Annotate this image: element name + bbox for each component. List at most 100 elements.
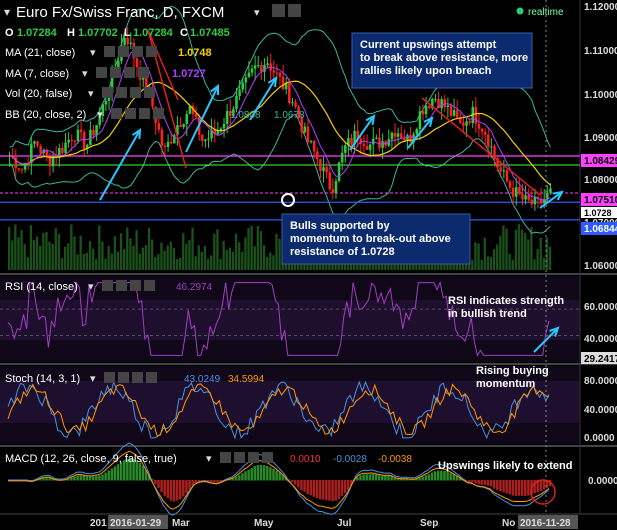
macd-hist-bar xyxy=(312,480,316,497)
candle-body xyxy=(427,106,431,108)
macd-more-icon[interactable] xyxy=(262,452,273,463)
ma7-eye-icon[interactable] xyxy=(110,67,121,78)
ma21-label[interactable]: MA (21, close) xyxy=(5,47,75,59)
candle-body xyxy=(490,146,493,148)
candle-body xyxy=(210,129,213,139)
macd-hist-bar xyxy=(266,465,269,481)
candle-body xyxy=(232,108,235,116)
rsi-more-icon[interactable] xyxy=(144,280,155,291)
candle-body xyxy=(465,121,468,126)
macd-hist-bar xyxy=(119,462,123,481)
macd-hist-bar xyxy=(520,480,524,496)
stoch-settings-icon[interactable] xyxy=(104,372,115,383)
crosshair-marker[interactable] xyxy=(281,193,295,207)
rsi-label[interactable]: RSI (14, close) xyxy=(5,281,78,293)
volume-bar xyxy=(247,228,250,270)
ma7-settings-icon[interactable] xyxy=(96,67,107,78)
volume-bar xyxy=(150,239,154,270)
annotation-resistance[interactable]: Current upswings attempt to break above r… xyxy=(351,32,533,89)
ma21-close-icon[interactable] xyxy=(132,46,143,57)
ma7-more-icon[interactable] xyxy=(138,67,149,78)
rsi-dropdown-icon[interactable]: ▾ xyxy=(88,281,94,293)
collapse-chevron-icon[interactable]: ▾ xyxy=(4,5,10,19)
volume-bar xyxy=(54,228,57,270)
candle-body xyxy=(30,143,33,164)
rsi-eye-icon[interactable] xyxy=(116,280,127,291)
candle-body xyxy=(443,99,447,108)
chart-title[interactable]: Euro Fx/Swiss Franc, D, FXCM xyxy=(16,4,224,21)
volume-bar xyxy=(524,232,527,270)
candle-body xyxy=(23,163,27,170)
hide-icon[interactable] xyxy=(288,4,301,17)
arrow-icon-head xyxy=(365,114,376,126)
macd-hist-bar xyxy=(402,478,406,481)
bb-settings-icon[interactable] xyxy=(111,108,122,119)
annotation-support[interactable]: Bulls supported by momentum to break-out … xyxy=(281,213,471,265)
macd-eye-icon[interactable] xyxy=(234,452,245,463)
ma21-dropdown-icon[interactable]: ▾ xyxy=(90,47,96,59)
volume-bar xyxy=(11,240,14,270)
stoch-dropdown-icon[interactable]: ▾ xyxy=(90,373,96,385)
candle-body xyxy=(126,37,129,45)
candle-body xyxy=(322,167,325,172)
macd-hist-bar xyxy=(477,480,480,485)
macd-hist-bar xyxy=(505,480,508,494)
vol-eye-icon[interactable] xyxy=(116,87,127,98)
ma7-value: 1.0727 xyxy=(172,68,206,80)
settings-icon[interactable] xyxy=(272,4,285,17)
volume-bar xyxy=(110,253,113,270)
vol-close-icon[interactable] xyxy=(130,87,141,98)
ma21-eye-icon[interactable] xyxy=(118,46,129,57)
price-marker-current: 1.07510 xyxy=(584,195,617,206)
ma7-label[interactable]: MA (7, close) xyxy=(5,68,69,80)
macd-signal-line xyxy=(8,450,550,510)
macd-hist-bar xyxy=(492,480,496,489)
candle-body xyxy=(325,167,328,173)
macd-hist-bar xyxy=(104,472,107,481)
ma21-more-icon[interactable] xyxy=(146,46,157,57)
ma7-close-icon[interactable] xyxy=(124,67,135,78)
stoch-more-icon[interactable] xyxy=(146,372,157,383)
macd-hist-bar xyxy=(185,480,188,493)
bb-more-icon[interactable] xyxy=(153,108,164,119)
price-marker-bg-current xyxy=(581,193,617,206)
stoch-close-icon[interactable] xyxy=(132,372,143,383)
rsi-legend: RSI (14, close) ▾ 46.2974 xyxy=(5,280,213,293)
stoch-eye-icon[interactable] xyxy=(118,372,129,383)
macd-label[interactable]: MACD (12, 26, close, 9, false, true) xyxy=(5,453,177,465)
vol-label[interactable]: Vol (20, false) xyxy=(5,88,72,100)
ma7-dropdown-icon[interactable]: ▾ xyxy=(82,68,88,80)
bb-eye-icon[interactable] xyxy=(125,108,136,119)
ma21-settings-icon[interactable] xyxy=(104,46,115,57)
title-dropdown-icon[interactable]: ▾ xyxy=(254,7,260,19)
candle-body xyxy=(129,42,133,45)
macd-dropdown-icon[interactable]: ▾ xyxy=(206,453,212,465)
volume-bar xyxy=(508,253,511,270)
macd-hist-bar xyxy=(527,480,530,496)
rsi-settings-icon[interactable] xyxy=(102,280,113,291)
bb-close-icon[interactable] xyxy=(139,108,150,119)
vol-settings-icon[interactable] xyxy=(102,87,113,98)
bb-label[interactable]: BB (20, close, 2) xyxy=(5,109,86,121)
ohlc-low: 1.07284 xyxy=(133,27,174,39)
vol-more-icon[interactable] xyxy=(144,87,155,98)
candle-body xyxy=(356,130,359,139)
macd-close-icon[interactable] xyxy=(248,452,259,463)
volume-bar xyxy=(266,256,269,270)
macd-settings-icon[interactable] xyxy=(220,452,231,463)
volume-bar xyxy=(536,248,539,270)
macd-hist-bar xyxy=(116,464,120,481)
arrow-icon xyxy=(407,117,433,149)
macd-hist-bar xyxy=(496,480,499,490)
volume-bar xyxy=(91,248,95,270)
stoch-label[interactable]: Stoch (14, 3, 1) xyxy=(5,373,80,385)
rsi-close-icon[interactable] xyxy=(130,280,141,291)
bb-dropdown-icon[interactable]: ▾ xyxy=(97,109,103,121)
macd-hist-bar xyxy=(219,480,222,483)
price-tick: 1.12000 xyxy=(584,2,617,13)
volume-bar xyxy=(20,230,23,270)
volume-bar xyxy=(197,245,200,270)
vol-dropdown-icon[interactable]: ▾ xyxy=(88,88,94,100)
candle-body xyxy=(14,157,18,169)
